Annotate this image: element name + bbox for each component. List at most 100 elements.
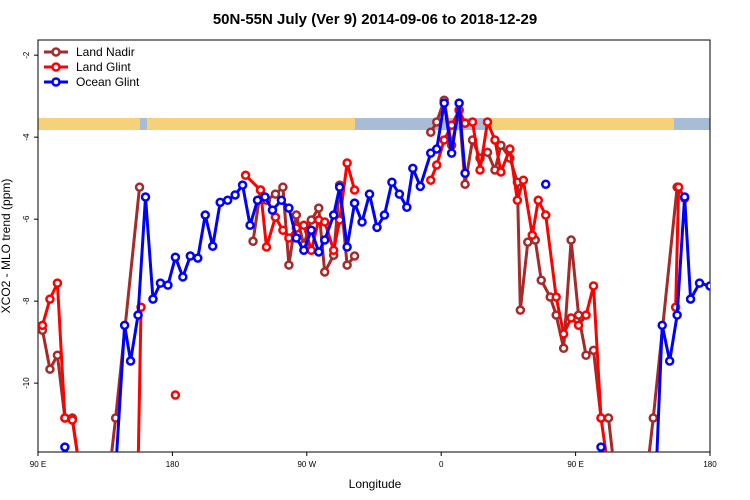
- data-point: [163, 280, 173, 290]
- data-point: [415, 181, 426, 192]
- data-point: [558, 329, 569, 339]
- data-point: [240, 170, 251, 181]
- data-point: [291, 233, 302, 243]
- data-point: [605, 467, 612, 474]
- data-point: [408, 163, 418, 174]
- data-point: [460, 168, 470, 178]
- data-point: [342, 260, 352, 270]
- data-point: [291, 210, 302, 220]
- data-point: [222, 195, 233, 206]
- data-point: [276, 195, 287, 206]
- legend-marker: [51, 47, 61, 57]
- data-point: [551, 292, 561, 302]
- data-point: [581, 350, 591, 361]
- data-point: [155, 278, 166, 288]
- x-tick-label: 0: [439, 460, 444, 469]
- data-point: [446, 148, 457, 158]
- data-point: [357, 217, 367, 227]
- data-point: [230, 190, 240, 200]
- data-point: [140, 192, 151, 202]
- data-point: [170, 390, 181, 400]
- data-point: [512, 195, 523, 206]
- data-point: [261, 242, 272, 252]
- y-tick-label: -6: [22, 215, 31, 223]
- data-point: [475, 165, 485, 175]
- data-point: [237, 180, 248, 190]
- data-point: [596, 413, 606, 423]
- data-point: [200, 210, 211, 220]
- legend-label: Ocean Glint: [76, 75, 140, 89]
- data-point: [52, 278, 63, 288]
- data-point: [299, 245, 309, 256]
- plot-frame: [37, 39, 711, 453]
- data-point: [425, 175, 436, 185]
- data-point: [349, 251, 360, 261]
- data-point: [673, 182, 684, 192]
- data-point: [328, 210, 339, 220]
- data-point: [394, 189, 405, 199]
- data-point: [267, 205, 278, 215]
- x-tick-label: 180: [703, 460, 717, 469]
- data-point: [460, 118, 470, 128]
- legend-marker: [51, 77, 61, 87]
- plot-area: [38, 95, 710, 474]
- data-point: [527, 230, 538, 240]
- data-point: [685, 294, 696, 304]
- data-point: [106, 467, 113, 474]
- data-point: [178, 272, 188, 282]
- data-point: [664, 356, 675, 366]
- data-point: [653, 467, 660, 474]
- data-point: [342, 158, 352, 168]
- data-point: [605, 467, 612, 474]
- data-point: [60, 442, 70, 452]
- data-point: [431, 144, 442, 154]
- data-point: [596, 442, 606, 452]
- data-point: [38, 320, 48, 331]
- x-axis-label: Longitude: [349, 477, 402, 491]
- data-point: [431, 117, 442, 127]
- data-point: [566, 313, 576, 323]
- y-tick-label: -10: [22, 377, 31, 389]
- data-point: [284, 203, 294, 213]
- data-point: [573, 320, 584, 331]
- data-point: [490, 135, 500, 145]
- data-point: [431, 160, 442, 170]
- data-point: [454, 98, 464, 108]
- data-point: [306, 245, 317, 256]
- data-point: [505, 144, 515, 154]
- x-tick-label: 90 E: [567, 460, 583, 469]
- data-point: [119, 320, 130, 331]
- y-tick-label: -4: [22, 133, 31, 141]
- data-point: [679, 192, 690, 202]
- data-point: [566, 235, 576, 245]
- data-point: [533, 195, 544, 206]
- data-point: [125, 356, 136, 366]
- data-point: [76, 467, 83, 474]
- data-point: [60, 413, 70, 423]
- data-point: [284, 233, 294, 243]
- data-point: [135, 467, 142, 474]
- x-tick-label: 90 W: [297, 460, 316, 469]
- data-point: [319, 217, 330, 227]
- data-point: [278, 225, 288, 235]
- data-point: [193, 253, 203, 263]
- data-point: [581, 310, 591, 320]
- data-point: [313, 203, 324, 213]
- data-point: [248, 236, 258, 247]
- land-ocean-strip: [38, 118, 710, 130]
- x-tick-label: 90 E: [30, 460, 46, 469]
- data-point: [482, 117, 493, 127]
- data-point: [540, 179, 551, 190]
- data-point: [402, 202, 412, 213]
- data-point: [299, 220, 309, 231]
- data-point: [694, 278, 705, 288]
- data-point: [278, 182, 288, 192]
- data-point: [133, 310, 143, 320]
- data-point: [515, 305, 526, 315]
- data-point: [540, 210, 551, 220]
- data-point: [270, 189, 281, 199]
- data-point: [185, 251, 196, 261]
- data-point: [134, 182, 145, 192]
